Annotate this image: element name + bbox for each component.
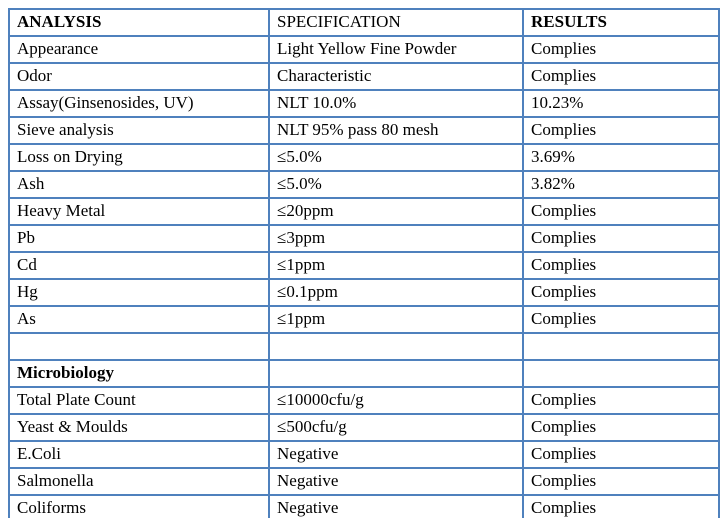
results-cell: Complies [522, 116, 720, 145]
results-cell: 3.82% [522, 170, 720, 199]
specification-cell [268, 359, 524, 388]
results-cell: Complies [522, 35, 720, 64]
column-header-specification: SPECIFICATION [268, 8, 524, 37]
specification-cell: NLT 95% pass 80 mesh [268, 116, 524, 145]
analysis-cell: Pb [8, 224, 270, 253]
analysis-cell: Ash [8, 170, 270, 199]
coa-table: ANALYSIS SPECIFICATION RESULTS Appearanc… [8, 8, 720, 518]
results-cell: 3.69% [522, 143, 720, 172]
results-cell: Complies [522, 62, 720, 91]
table-body: Appearance Light Yellow Fine Powder Compli… [8, 35, 720, 518]
specification-cell: Characteristic [268, 62, 524, 91]
specification-cell: NLT 10.0% [268, 89, 524, 118]
table-row: Total Plate Count ≤10000cfu/g Complies [8, 386, 720, 415]
specification-cell: ≤5.0% [268, 143, 524, 172]
analysis-cell: Cd [8, 251, 270, 280]
table-row: Yeast & Moulds ≤500cfu/g Complies [8, 413, 720, 442]
analysis-cell: Heavy Metal [8, 197, 270, 226]
header-row: ANALYSIS SPECIFICATION RESULTS [8, 8, 720, 37]
specification-cell: Negative [268, 440, 524, 469]
analysis-cell: Total Plate Count [8, 386, 270, 415]
results-cell: Complies [522, 494, 720, 518]
table-row: Hg ≤0.1ppm Complies [8, 278, 720, 307]
analysis-cell: As [8, 305, 270, 334]
analysis-cell: Coliforms [8, 494, 270, 518]
table-row [8, 332, 720, 361]
results-cell: Complies [522, 224, 720, 253]
analysis-cell: Microbiology [8, 359, 270, 388]
specification-cell: ≤3ppm [268, 224, 524, 253]
results-cell: Complies [522, 386, 720, 415]
table-row: Odor Characteristic Complies [8, 62, 720, 91]
table-row: Microbiology [8, 359, 720, 388]
specification-cell: ≤0.1ppm [268, 278, 524, 307]
results-cell: Complies [522, 251, 720, 280]
table-row: E.Coli Negative Complies [8, 440, 720, 469]
results-cell: Complies [522, 440, 720, 469]
analysis-cell: Hg [8, 278, 270, 307]
table-row: Ash ≤5.0% 3.82% [8, 170, 720, 199]
specification-cell: ≤5.0% [268, 170, 524, 199]
results-cell: Complies [522, 467, 720, 496]
analysis-cell: Loss on Drying [8, 143, 270, 172]
analysis-cell: Salmonella [8, 467, 270, 496]
table-row: As ≤1ppm Complies [8, 305, 720, 334]
table-row: Loss on Drying ≤5.0% 3.69% [8, 143, 720, 172]
specification-cell: ≤1ppm [268, 305, 524, 334]
specification-cell: Light Yellow Fine Powder [268, 35, 524, 64]
table-row: Assay(Ginsenosides, UV) NLT 10.0% 10.23% [8, 89, 720, 118]
specification-cell: ≤10000cfu/g [268, 386, 524, 415]
results-cell [522, 359, 720, 388]
table-row: Sieve analysis NLT 95% pass 80 mesh Compli… [8, 116, 720, 145]
table-row: Cd ≤1ppm Complies [8, 251, 720, 280]
results-cell: Complies [522, 278, 720, 307]
specification-cell: ≤500cfu/g [268, 413, 524, 442]
results-cell [522, 332, 720, 361]
specification-cell: ≤1ppm [268, 251, 524, 280]
specification-cell [268, 332, 524, 361]
analysis-cell: Sieve analysis [8, 116, 270, 145]
specification-cell: Negative [268, 494, 524, 518]
analysis-cell: Appearance [8, 35, 270, 64]
table-row: Salmonella Negative Complies [8, 467, 720, 496]
results-cell: Complies [522, 413, 720, 442]
column-header-analysis: ANALYSIS [8, 8, 270, 37]
table-row: Appearance Light Yellow Fine Powder Compli… [8, 35, 720, 64]
table-row: Pb ≤3ppm Complies [8, 224, 720, 253]
analysis-cell: Yeast & Moulds [8, 413, 270, 442]
analysis-cell [8, 332, 270, 361]
analysis-cell: Assay(Ginsenosides, UV) [8, 89, 270, 118]
table-row: Coliforms Negative Complies [8, 494, 720, 518]
column-header-results: RESULTS [522, 8, 720, 37]
analysis-cell: E.Coli [8, 440, 270, 469]
results-cell: 10.23% [522, 89, 720, 118]
specification-cell: ≤20ppm [268, 197, 524, 226]
table-row: Heavy Metal ≤20ppm Complies [8, 197, 720, 226]
results-cell: Complies [522, 197, 720, 226]
specification-cell: Negative [268, 467, 524, 496]
results-cell: Complies [522, 305, 720, 334]
analysis-cell: Odor [8, 62, 270, 91]
